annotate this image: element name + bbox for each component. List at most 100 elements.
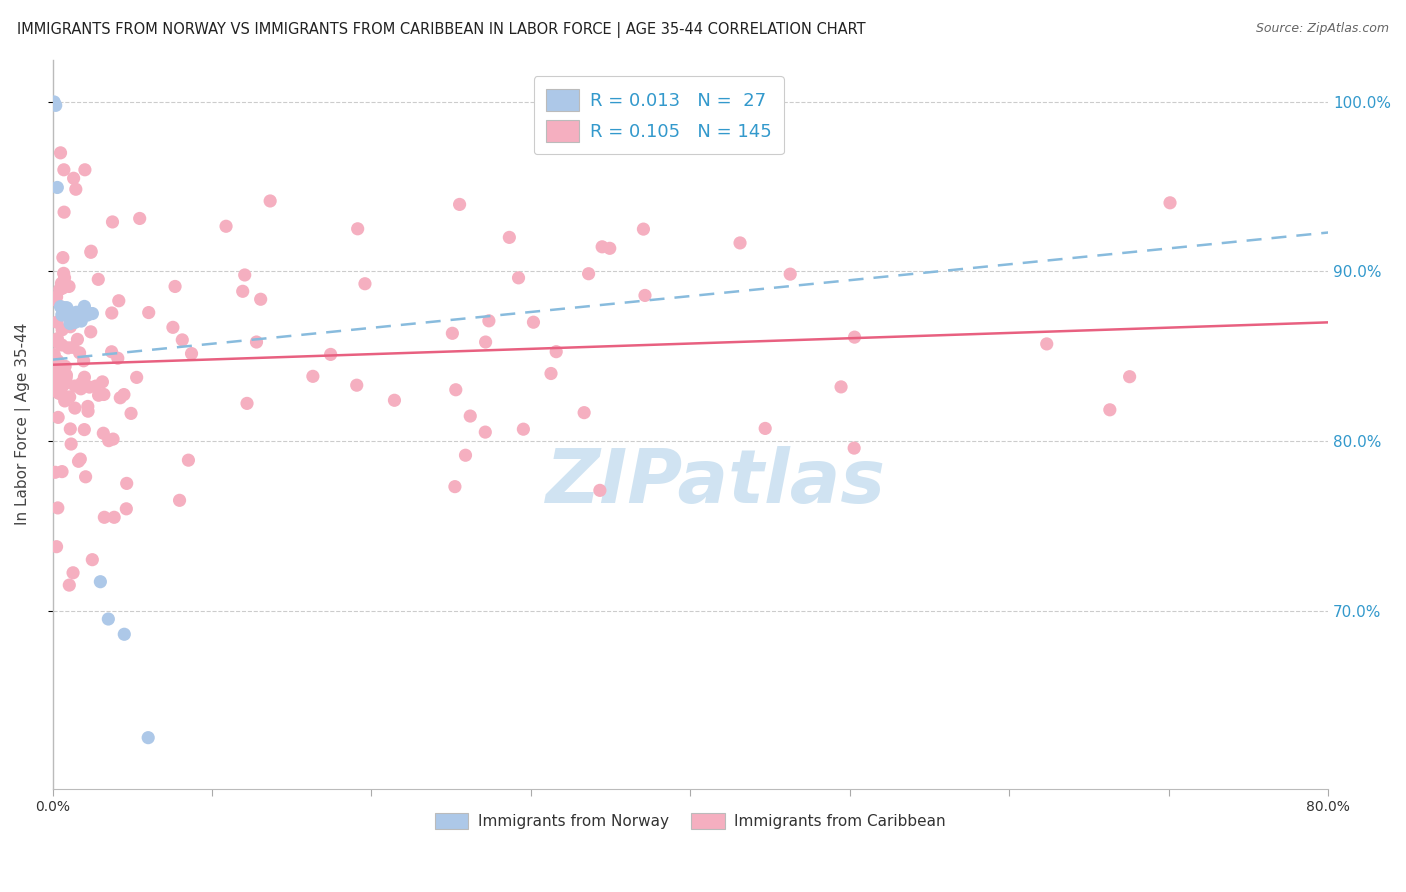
Point (62, 340, 84, 354)
Point (46, 332, 69, 346)
Point (754, 421, 776, 435)
Point (53, 375, 76, 389)
Point (236, 396, 259, 410)
Point (80, 325, 103, 339)
Point (110, 391, 132, 405)
Point (444, 383, 467, 397)
Point (80, 244, 103, 259)
Point (84, 379, 107, 393)
Point (165, 279, 187, 293)
Point (101, 306, 124, 320)
Point (830, 380, 852, 394)
Point (844, 441, 866, 455)
Point (93, 387, 115, 401)
Point (82, 306, 104, 320)
Point (79, 380, 101, 394)
Point (49, 282, 72, 296)
Point (52, 281, 75, 295)
Point (45, 367, 67, 381)
Point (522, 315, 544, 329)
Point (55, 368, 77, 382)
Point (346, 221, 368, 235)
Point (65, 305, 87, 319)
Point (46, 500, 69, 515)
Point (62, 310, 84, 324)
Point (454, 448, 477, 462)
Point (45, 540, 67, 554)
Point (42, 293, 65, 307)
Point (51, 308, 73, 322)
Point (52, 266, 75, 280)
Point (91, 375, 114, 389)
Point (58, 305, 80, 319)
Point (458, 409, 481, 423)
Point (498, 230, 520, 244)
Point (58, 304, 80, 318)
Point (87, 388, 110, 402)
Point (62, 566, 84, 580)
Point (73, 300, 96, 314)
Point (46, 180, 69, 194)
Point (232, 285, 254, 299)
Point (62, 171, 84, 186)
Text: Source: ZipAtlas.com: Source: ZipAtlas.com (1256, 22, 1389, 36)
Point (87, 272, 110, 286)
Point (45, 358, 67, 372)
Point (384, 393, 406, 408)
Point (51, 388, 73, 402)
Point (138, 305, 160, 319)
Point (599, 241, 621, 255)
Point (56, 301, 79, 315)
Point (52, 280, 75, 294)
Point (546, 344, 568, 359)
Point (51, 323, 73, 337)
Point (53, 304, 76, 318)
Point (73, 370, 96, 384)
Point (59, 422, 82, 436)
Point (49, 145, 72, 160)
Point (1118, 369, 1140, 384)
Point (89, 574, 111, 589)
Point (46, 315, 69, 329)
Point (48, 386, 70, 401)
Text: ZIPatlas: ZIPatlas (546, 446, 886, 519)
Point (51, 380, 73, 394)
Text: IMMIGRANTS FROM NORWAY VS IMMIGRANTS FROM CARIBBEAN IN LABOR FORCE | AGE 35-44 C: IMMIGRANTS FROM NORWAY VS IMMIGRANTS FRO… (17, 22, 866, 38)
Point (112, 387, 135, 401)
Point (42, 363, 65, 377)
Point (67, 454, 90, 468)
Point (508, 270, 530, 285)
Point (728, 235, 751, 250)
Point (233, 268, 256, 282)
Point (97, 612, 120, 626)
Point (46, 410, 69, 425)
Point (49, 370, 72, 384)
Point (136, 731, 159, 745)
Point (53, 359, 76, 374)
Point (125, 370, 148, 384)
Point (169, 493, 191, 508)
Point (70, 314, 93, 328)
Point (215, 219, 238, 234)
Point (52, 251, 75, 265)
Point (60, 316, 83, 330)
Point (97, 434, 120, 448)
Point (70, 382, 93, 396)
Point (53, 393, 76, 408)
Point (319, 347, 342, 361)
Point (42, 95, 65, 109)
Point (1098, 402, 1121, 417)
Point (512, 422, 534, 436)
Y-axis label: In Labor Force | Age 35-44: In Labor Force | Age 35-44 (15, 323, 31, 525)
Point (44, 375, 66, 389)
Point (120, 406, 142, 420)
Point (441, 326, 464, 341)
Point (59, 390, 82, 404)
Point (55, 371, 77, 385)
Point (70, 376, 93, 390)
Point (44, 465, 66, 479)
Point (478, 314, 501, 328)
Point (53, 301, 76, 315)
Point (844, 330, 866, 344)
Point (65, 182, 87, 196)
